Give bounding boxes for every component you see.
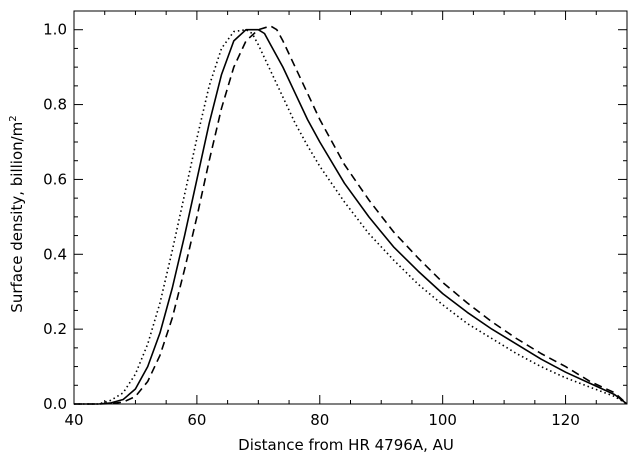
y-tick-label: 0.2 (43, 320, 67, 338)
x-tick-label: 60 (187, 411, 206, 429)
series-line-dotted (74, 28, 628, 405)
series-group (74, 25, 628, 405)
y-axis-label-superscript: 2 (8, 115, 19, 121)
y-tick-label: 0.6 (43, 170, 67, 188)
y-tick-label: 0.8 (43, 96, 67, 114)
x-tick-label: 40 (64, 411, 83, 429)
y-axis-label: Surface density, billion/m2 (8, 115, 26, 312)
series-line-solid (74, 28, 628, 405)
plot-border (73, 10, 628, 405)
y-tick-label: 0.0 (43, 395, 67, 413)
y-tick-label: 1.0 (43, 21, 67, 39)
y-axis-label-text: Surface density, billion/m (8, 122, 26, 313)
y-tick-label: 0.4 (43, 245, 67, 263)
x-tick-label: 80 (310, 411, 329, 429)
plot-frame (73, 10, 628, 405)
series-line-dashed (74, 25, 628, 405)
y-axis-ticks: 0.0 0.2 0.4 0.6 0.8 1.0 (43, 21, 627, 413)
x-tick-label: 120 (551, 411, 580, 429)
x-tick-label: 100 (428, 411, 457, 429)
x-axis-label: Distance from HR 4796A, AU (238, 436, 454, 454)
x-axis-ticks: 40 60 80 100 120 (64, 11, 628, 429)
